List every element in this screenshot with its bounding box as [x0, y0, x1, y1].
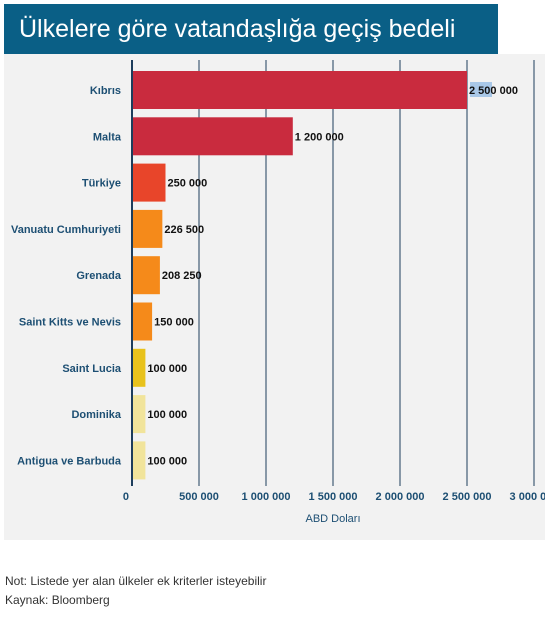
chart-panel: Kıbrıs 2 500 000 Malta 1 200 000 Türkiye 250 …: [4, 54, 545, 540]
bar: [132, 209, 163, 248]
bar: [132, 441, 146, 480]
category-label: Vanuatu Cumhuriyeti: [11, 224, 121, 236]
source-text: Kaynak: Bloomberg: [5, 593, 110, 607]
title-bar: Ülkelere göre vatandaşlığa geçiş bedeli: [4, 4, 498, 54]
x-axis-label: ABD Doları: [305, 513, 360, 525]
chart-title: Ülkelere göre vatandaşlığa geçiş bedeli: [19, 15, 456, 43]
bar: [132, 348, 146, 387]
category-label: Dominika: [71, 409, 121, 421]
value-label: 100 000: [147, 409, 187, 421]
category-label: Türkiye: [82, 178, 121, 190]
note-text: Not: Listede yer alan ülkeler ek kriterl…: [5, 574, 267, 588]
bar: [132, 256, 160, 295]
footnotes: Not: Listede yer alan ülkeler ek kriterl…: [5, 572, 266, 610]
value-label: 100 000: [147, 363, 187, 375]
category-label: Saint Lucia: [62, 363, 122, 375]
value-label: 2 500 000: [469, 85, 518, 97]
value-label: 1 200 000: [295, 131, 344, 143]
bar-chart: Kıbrıs 2 500 000 Malta 1 200 000 Türkiye 250 …: [11, 60, 545, 525]
x-tick-label: 2 500 000: [443, 491, 492, 503]
x-tick-label: 2 000 000: [376, 491, 425, 503]
bar: [132, 117, 293, 156]
category-label: Kıbrıs: [90, 85, 121, 97]
category-label: Malta: [93, 131, 122, 143]
bar: [132, 302, 153, 341]
value-label: 150 000: [154, 317, 194, 329]
x-tick-label: 1 000 000: [242, 491, 291, 503]
x-tick-label: 0: [123, 491, 129, 503]
bar: [132, 163, 166, 202]
x-tick-label: 500 000: [179, 491, 219, 503]
x-tick-label: 1 500 000: [309, 491, 358, 503]
bar: [132, 71, 467, 109]
value-label: 208 250: [162, 270, 202, 282]
category-label: Antigua ve Barbuda: [17, 455, 122, 467]
category-label: Saint Kitts ve Nevis: [19, 317, 121, 329]
value-label-highlight: [470, 82, 492, 97]
bar: [132, 395, 146, 434]
value-label: 100 000: [147, 455, 187, 467]
value-label: 226 500: [164, 224, 204, 236]
value-label: 250 000: [168, 178, 208, 190]
category-label: Grenada: [76, 270, 122, 282]
x-tick-label: 3 000 000: [510, 491, 545, 503]
